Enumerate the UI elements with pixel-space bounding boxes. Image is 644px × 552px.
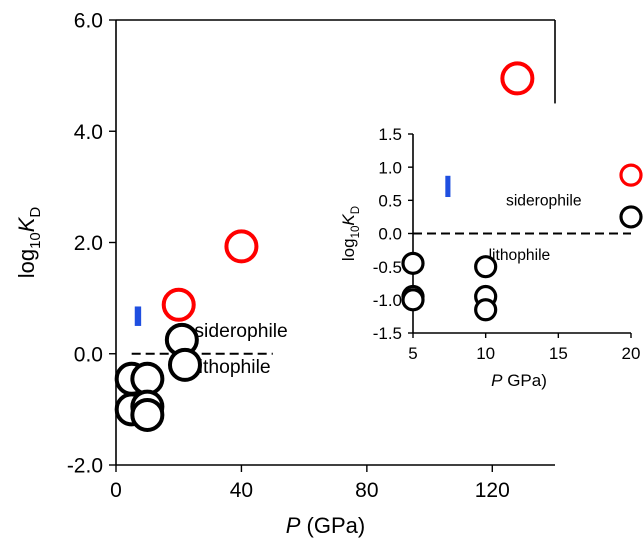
- main-x-tick-label: 0: [110, 479, 122, 502]
- main-x-axis-title: P (GPa): [286, 513, 365, 538]
- inset-x-axis-title: P GPa): [491, 371, 547, 390]
- main-chart: -2.0 0.0 2.0 4.0 6.0 0 40 80 120 P (GPa) log10KD si…: [14, 10, 556, 538]
- inset-y-tick-label: 0.0: [378, 225, 402, 244]
- inset-y-tick-label: 0.5: [378, 191, 402, 210]
- inset-annotation: siderophile: [506, 193, 582, 210]
- inset-y-axis-title: log10KD: [339, 206, 362, 261]
- main-annotation: siderophile: [194, 321, 287, 342]
- inset-y-tick-label: 1.0: [378, 158, 402, 177]
- main-data-point: [224, 229, 259, 264]
- inset-x-tick-label: 5: [408, 344, 417, 363]
- inset-y-tick-label: 1.5: [378, 125, 402, 144]
- inset-data-point: [474, 298, 498, 322]
- inset-x-tick-label: 20: [622, 344, 641, 363]
- inset-y-tick-label: -0.5: [373, 258, 402, 277]
- inset-data-point: [401, 251, 425, 275]
- main-y-tick-label: 0.0: [74, 343, 103, 366]
- main-y-tick-label: 2.0: [74, 232, 103, 255]
- main-x-tick-label: 80: [355, 479, 378, 502]
- inset-annotation: lithophile: [489, 247, 551, 264]
- main-x-tick-label: 120: [475, 479, 510, 502]
- main-y-axis-title: log10KD: [14, 207, 44, 279]
- inset-data-point: [619, 163, 643, 187]
- inset-background: [333, 114, 644, 393]
- main-data-point: [161, 287, 196, 322]
- main-x-tick-label: 40: [230, 479, 253, 502]
- main-data-point: [500, 61, 535, 96]
- main-annotation: lithophile: [194, 357, 270, 378]
- inset-x-tick-label: 15: [549, 344, 568, 363]
- inset-data-point: [619, 205, 643, 229]
- main-data-point: [130, 397, 165, 432]
- inset-x-tick-label: 10: [476, 344, 495, 363]
- main-data-point: [130, 361, 165, 396]
- inset-data-point: [474, 255, 498, 279]
- inset-y-tick-label: -1.0: [373, 291, 402, 310]
- inset-data-point: [401, 288, 425, 312]
- main-y-tick-label: 6.0: [74, 10, 103, 33]
- inset-y-tick-label: -1.5: [373, 324, 402, 343]
- main-y-tick-label: 4.0: [74, 121, 103, 144]
- main-data-point: [167, 347, 202, 382]
- main-y-tick-label: -2.0: [67, 455, 103, 478]
- inset-chart: -1.5 -1.0 -0.5 0.0 0.5 1.0 1.5 5 10 15 20 P GPa) log…: [333, 114, 644, 393]
